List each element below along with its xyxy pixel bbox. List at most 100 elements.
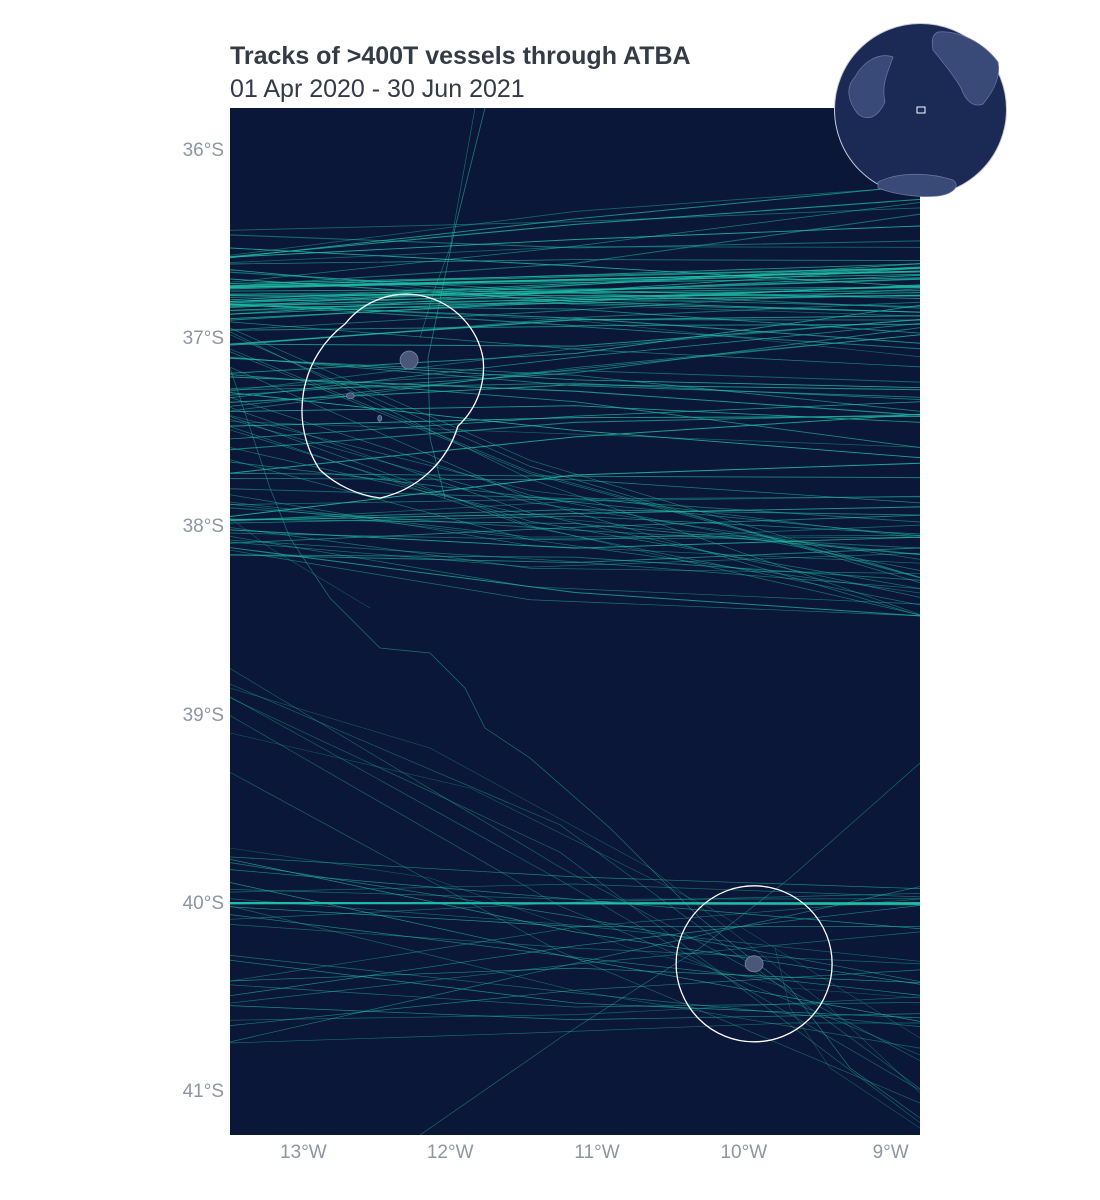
vessel-track [230,225,920,258]
vessel-tracks [230,108,920,1135]
x-tick-label: 13°W [280,1142,327,1163]
vessel-track [230,472,920,479]
vessel-track [230,318,920,392]
atba-boundary [675,885,833,1043]
vessel-track [230,184,920,259]
vessel-track [230,462,920,518]
vessel-track [230,334,920,407]
vessel-track [230,407,920,598]
vessel-track [230,334,920,584]
vessel-track [230,914,920,996]
vessel-track [230,503,920,540]
vessel-track [230,397,920,571]
vessel-track [230,509,920,521]
vessel-track [230,274,920,309]
x-tick-label: 12°W [426,1142,474,1163]
globe-antarctica [877,173,957,197]
vessel-track [419,762,920,1135]
vessel-track [230,541,920,568]
vessel-track [230,527,920,574]
vessel-track [230,267,920,284]
vessel-track [230,1005,920,1021]
vessel-track [427,108,486,499]
vessel-track [230,515,920,535]
vessel-track [230,886,920,1043]
vessel-track [230,683,920,1089]
vessel-track [230,539,920,589]
vessel-track [230,517,371,609]
vessel-track [230,771,920,1104]
vessel-track [230,506,920,521]
globe-inset [833,22,1008,197]
vessel-track [230,278,920,302]
vessel-track [230,259,920,265]
x-tick-label: 9°W [872,1142,909,1163]
vessel-track [230,413,920,474]
vessel-track [230,529,920,549]
vessel-track [230,263,920,287]
y-tick-label: 36°S [182,140,224,162]
y-tick-label: 40°S [182,892,224,914]
vessel-track [230,327,920,578]
vessel-track [230,185,920,256]
vessel-track [230,370,920,390]
vessel-track [230,234,920,249]
vessel-track [230,421,920,448]
vessel-track [230,461,920,537]
vessel-track [230,327,920,396]
vessel-track [230,374,920,448]
vessel-track [230,883,920,898]
y-tick-label: 38°S [182,516,224,538]
vessel-track [230,286,920,292]
atba-boundaries [301,293,833,1043]
vessel-track [230,547,920,617]
vessel-track [230,366,920,616]
vessel-track [230,303,920,327]
vessel-track [230,419,920,560]
vessel-track [230,274,920,288]
atba-boundary [301,293,485,499]
vessel-track [230,207,920,231]
vessel-track [230,668,920,1062]
vessel-track [230,856,920,889]
vessel-track [230,882,920,1022]
vessel-track [230,294,920,312]
vessel-track [230,459,920,594]
map-title: Tracks of >400T vessels through ATBA [230,42,691,70]
vessel-track [230,405,920,423]
vessel-track [230,415,920,616]
vessel-track [230,889,920,900]
vessel-track [230,202,920,283]
island [399,350,419,370]
vessel-track [230,267,920,303]
vessel-track [230,549,920,617]
vessel-track [230,357,920,389]
globe-svg [834,23,1007,197]
x-tick-label: 11°W [574,1142,620,1163]
vessel-track [230,1022,920,1044]
vessel-track [230,967,920,983]
vessel-track [230,319,920,347]
vessel-track [774,947,920,1129]
vessel-track [230,266,920,301]
vessel-track [230,246,920,264]
vessel-track [230,392,920,459]
vessel-track [230,732,920,1039]
vessel-track [230,198,920,258]
vessel-track [230,969,920,1026]
vessel-track [230,697,920,1123]
vessel-track [230,426,920,606]
vessel-track [230,277,920,288]
vessel-track [230,415,920,539]
vessel-track [230,501,920,538]
vessel-track [230,924,920,965]
vessel-track [230,325,920,350]
vessel-track [230,488,920,523]
map-subtitle: 01 Apr 2020 - 30 Jun 2021 [230,75,525,103]
vessel-track [230,358,920,412]
y-tick-label: 41°S [182,1080,224,1102]
vessel-track [230,321,920,368]
vessel-track [230,303,920,313]
vessel-track [230,996,920,1021]
y-tick-label: 39°S [182,704,224,726]
